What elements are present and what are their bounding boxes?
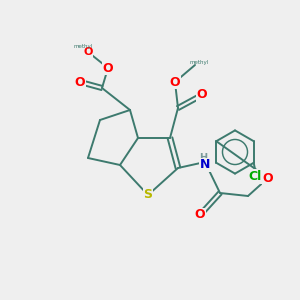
Text: O: O	[103, 61, 113, 74]
Text: O: O	[170, 76, 180, 88]
Text: N: N	[200, 158, 210, 172]
Text: methyl: methyl	[85, 51, 90, 52]
Text: O: O	[197, 88, 207, 101]
Text: H: H	[200, 153, 208, 164]
Text: O: O	[75, 76, 85, 88]
Text: O: O	[195, 208, 205, 221]
Text: Cl: Cl	[249, 170, 262, 183]
Text: O: O	[263, 172, 273, 184]
Text: O: O	[83, 47, 93, 57]
Text: methyl: methyl	[74, 44, 93, 49]
Text: methyl: methyl	[190, 59, 209, 64]
Text: S: S	[143, 188, 152, 202]
